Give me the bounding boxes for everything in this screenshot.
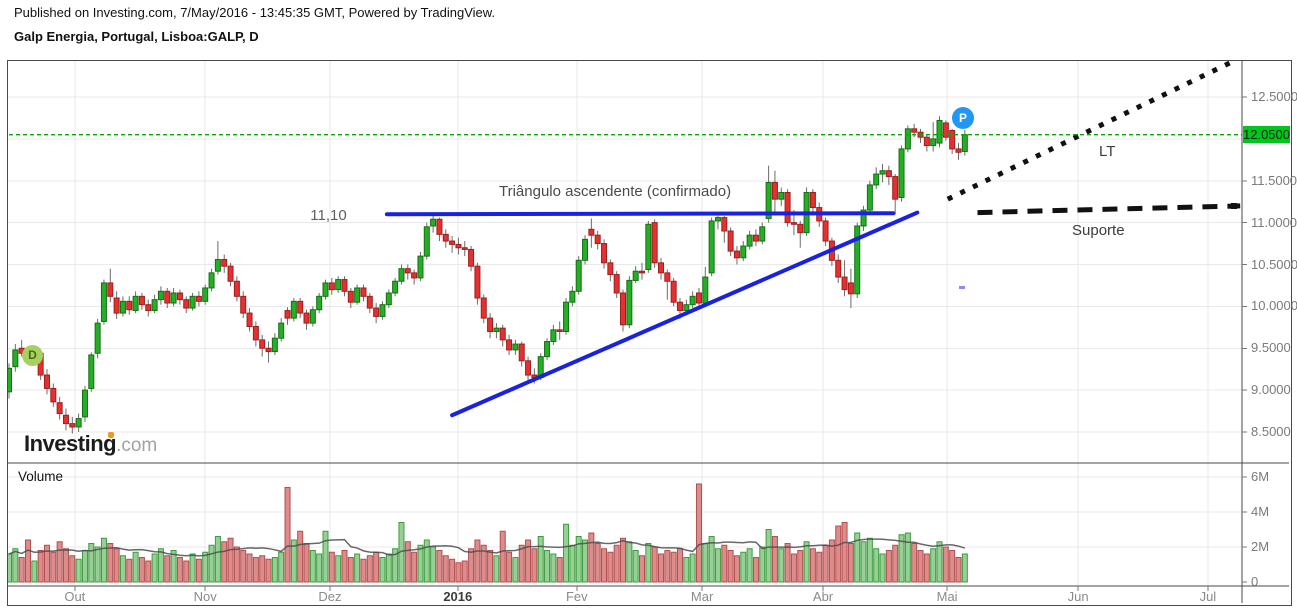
volume-tick-label: 6M	[1251, 469, 1270, 484]
month-tick-label: Jul	[1199, 589, 1217, 604]
investing-logo-suffix: .com	[116, 435, 158, 456]
published-line: Published on Investing.com, 7/May/2016 -…	[14, 5, 496, 20]
price-tick-label: 9.5000	[1251, 340, 1291, 356]
investing-logo-brand: Investing	[24, 431, 117, 456]
investing-logo: Investing.com	[24, 431, 157, 457]
chart-frame: 11,10 Triângulo ascendente (confirmado) …	[7, 60, 1297, 606]
time-axis: Out Nov Dez 2016 Fev Mar Abr Mai Jun Jul	[8, 61, 1291, 605]
month-tick-label: Dez	[318, 589, 342, 604]
volume-tick-label: 0	[1251, 574, 1259, 589]
volume-axis: 6M 4M 2M 0	[8, 61, 1291, 605]
suporte-dashed-line	[977, 203, 1241, 216]
drawing-anchor-marker[interactable]	[959, 286, 965, 289]
separators	[8, 61, 1289, 603]
price-tick-label: 9.0000	[1251, 382, 1291, 398]
publish-badge[interactable]: P	[952, 107, 974, 129]
suporte-label: Suporte	[1072, 222, 1125, 239]
volume-bars	[8, 483, 968, 583]
month-tick-label: Abr	[812, 589, 834, 604]
volume-ma-line	[8, 538, 966, 557]
price-tick-label: 12.5000	[1251, 89, 1297, 104]
month-tick-label: 2016	[443, 589, 473, 604]
volume-tick-label: 4M	[1251, 504, 1270, 519]
price-tick-label: 11.5000	[1251, 172, 1297, 188]
current-price-tag: 12.0500	[1243, 126, 1290, 143]
volume-tick-label: 2M	[1251, 539, 1270, 554]
price-tick-label: 11.0000	[1251, 214, 1297, 230]
gridlines	[8, 61, 1242, 586]
ascending-trendline	[450, 210, 920, 418]
lt-dotted-line	[946, 61, 1235, 202]
price-chart[interactable]	[8, 61, 1289, 603]
price-axis: 12.5000 11.5000 11.0000 10.5000 10.0000 9.500…	[8, 61, 1297, 605]
candles	[8, 116, 968, 434]
interval-badge: D	[22, 345, 43, 366]
month-tick-label: Jun	[1067, 589, 1089, 604]
triangle-caption: Triângulo ascendente (confirmado)	[499, 183, 732, 200]
month-tick-label: Mar	[690, 589, 714, 604]
month-tick-label: Out	[64, 589, 86, 604]
resistance-trendline	[384, 211, 896, 217]
month-tick-label: Fev	[565, 589, 588, 604]
price-tick-label: 10.5000	[1251, 256, 1297, 272]
month-tick-label: Mai	[936, 589, 958, 604]
drawings	[9, 61, 1242, 418]
lt-label: LT	[1099, 143, 1116, 160]
volume-pane-title: Volume	[18, 469, 64, 484]
instrument-title: Galp Energia, Portugal, Lisboa:GALP, D	[14, 29, 259, 44]
month-tick-label: Nov	[193, 589, 217, 604]
volume-ma	[8, 538, 966, 557]
price-tick-label: 8.5000	[1251, 424, 1291, 439]
price-tick-label: 10.0000	[1251, 298, 1297, 314]
trendline-handle-marker[interactable]	[1231, 203, 1237, 209]
resistance-price-label: 11,10	[310, 207, 347, 224]
investing-logo-accent	[108, 432, 114, 438]
